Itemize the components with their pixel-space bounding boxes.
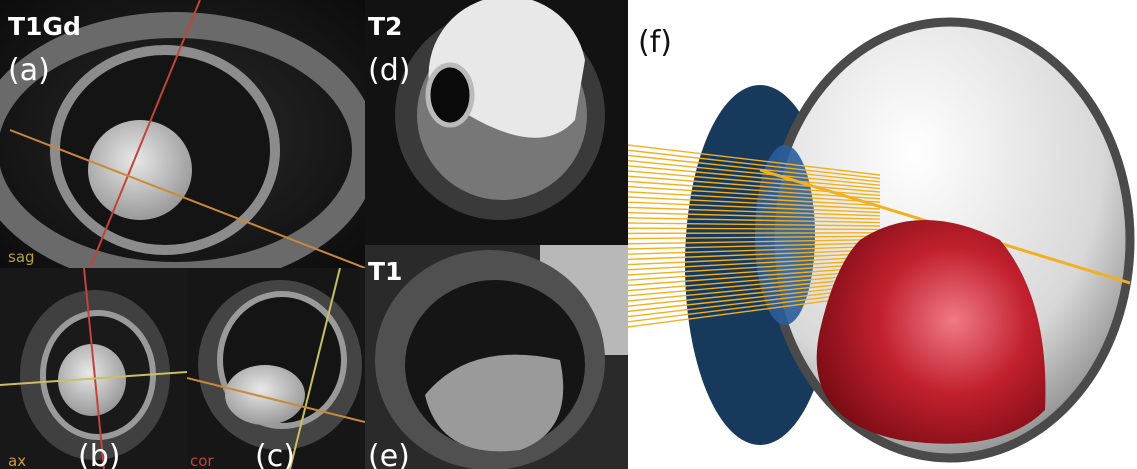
- panel-a: [0, 0, 365, 275]
- panel-f: [628, 0, 1137, 469]
- panel-label: (d): [368, 53, 410, 88]
- panel-label: (c): [255, 439, 295, 469]
- view-label: sag: [8, 248, 35, 266]
- panel-label: (f): [638, 25, 672, 60]
- panel-e: [365, 245, 628, 469]
- figure: T1Gd (a) sag ax (b) cor (c) T2 (d) T1 (e…: [0, 0, 1137, 469]
- modality: T2: [368, 12, 402, 41]
- panel-label: (a): [8, 53, 50, 88]
- modality: T1: [368, 257, 402, 286]
- panel-label: (e): [368, 439, 410, 469]
- view-label: ax: [8, 452, 26, 469]
- panel-d: [365, 0, 628, 245]
- view-label: cor: [190, 452, 214, 469]
- panel-label: (b): [78, 439, 120, 469]
- ray: [628, 233, 880, 234]
- modality: T1Gd: [8, 12, 81, 41]
